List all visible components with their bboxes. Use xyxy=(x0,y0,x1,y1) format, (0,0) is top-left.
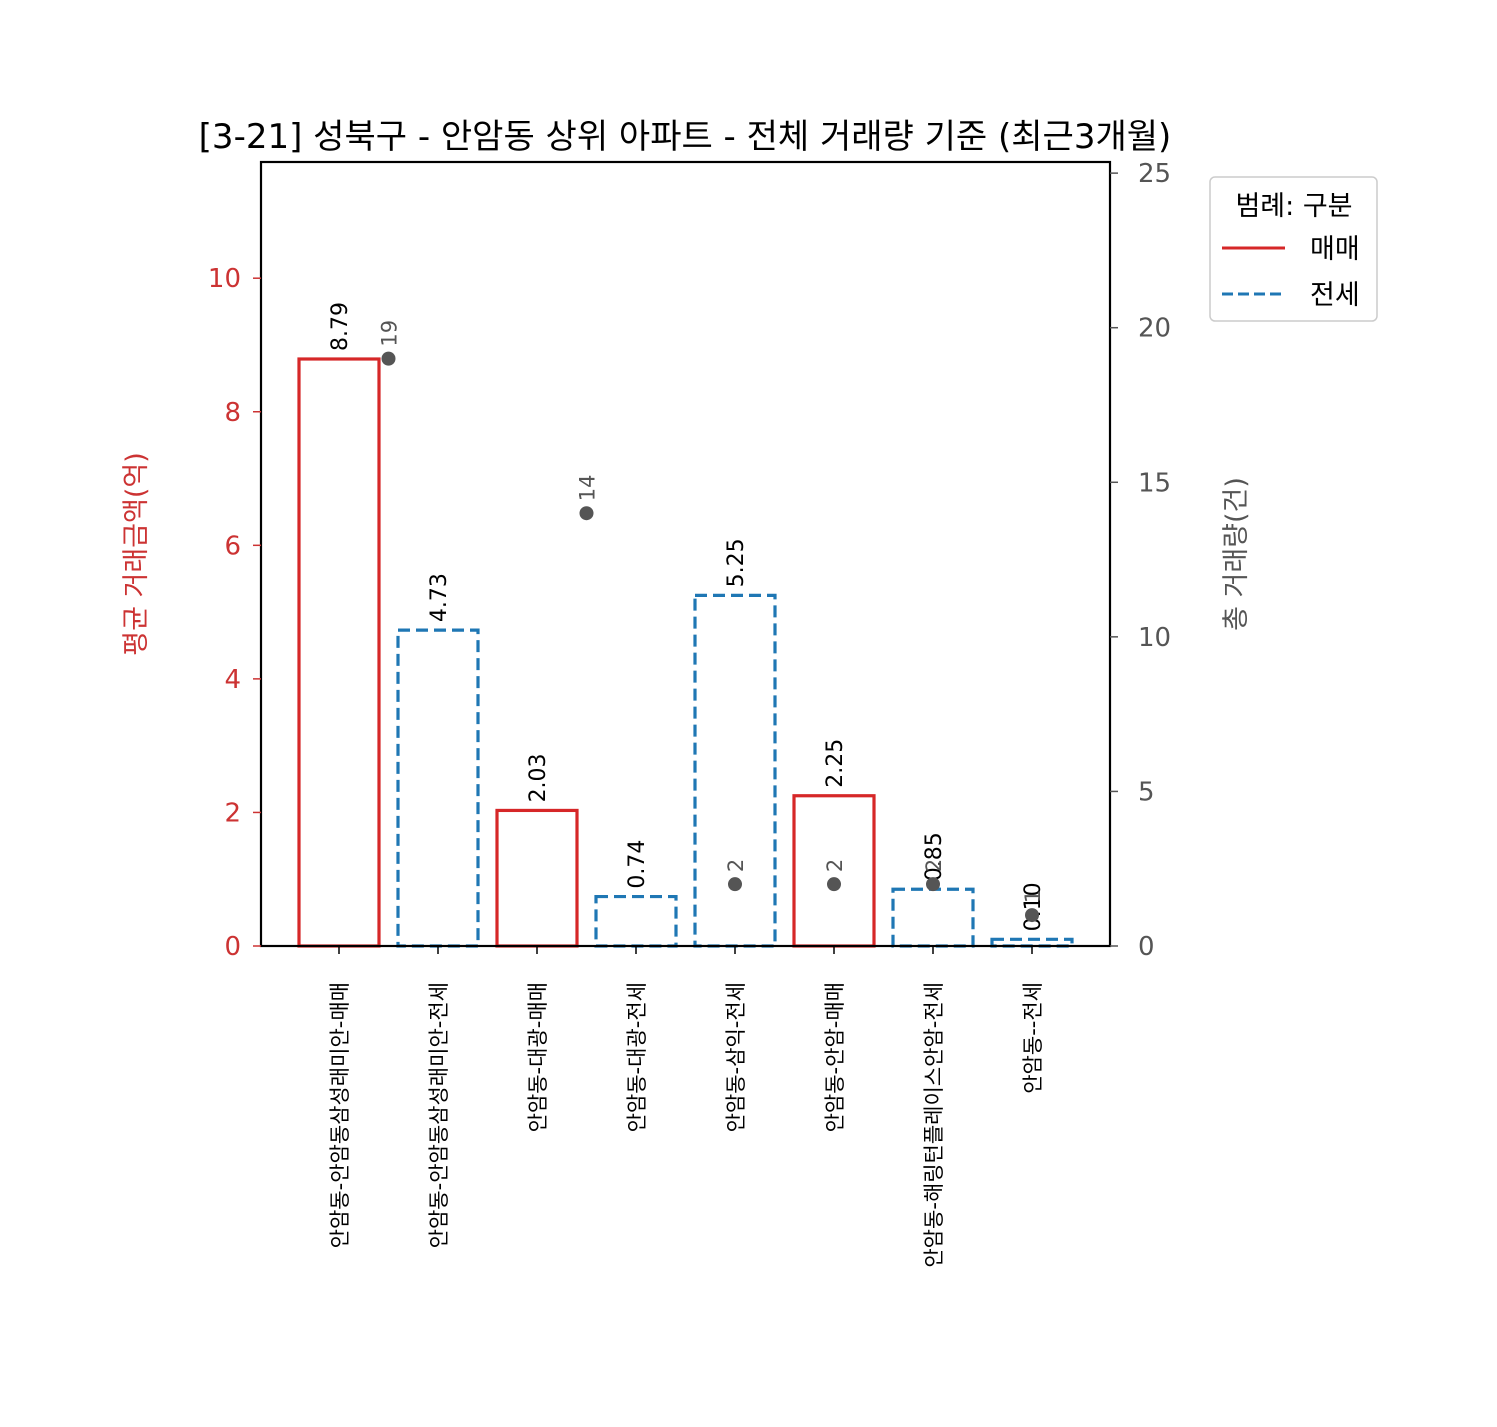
right-axis: 0 5 10 15 20 25 xyxy=(1110,159,1171,962)
left-tick-label: 2 xyxy=(224,798,241,828)
volume-dot xyxy=(1025,908,1039,923)
volume-label: 2 xyxy=(823,859,847,872)
dots-group: 19 14 2 2 2 1 xyxy=(378,320,1045,923)
x-tick-label: 안암동-삼익-전세 xyxy=(724,982,748,1132)
volume-label: 19 xyxy=(378,320,402,347)
legend-box xyxy=(1209,176,1378,322)
x-tick-label: 안암동-대광-매매 xyxy=(526,982,550,1132)
volume-label: 1 xyxy=(1021,890,1045,903)
chart-title: [3-21] 성북구 - 안암동 상위 아파트 - 전체 거래량 기준 (최근3… xyxy=(199,117,1172,157)
left-tick-label: 10 xyxy=(208,264,241,294)
legend: 범례: 구분 매매 전세 xyxy=(1209,176,1378,322)
x-axis: 안암동-안암동삼성래미안-매매 안암동-안암동삼성래미안-전세 안암동-대광-매매 안… xyxy=(328,946,1045,1268)
legend-title: 범례: 구분 xyxy=(1235,191,1352,222)
bar xyxy=(297,357,381,948)
x-tick-label: 안암동-안암동삼성래미안-매매 xyxy=(328,982,352,1248)
right-axis-label: 총 거래량(건) xyxy=(1221,477,1252,631)
right-tick-label: 20 xyxy=(1138,314,1171,344)
bar-value-label: 5.25 xyxy=(724,538,749,587)
bar-value-label: 0.85 xyxy=(922,832,947,881)
left-tick-label: 4 xyxy=(224,665,241,695)
volume-dot xyxy=(926,877,940,892)
x-tick-label: 안암동-안암-매매 xyxy=(823,982,847,1132)
legend-sale-label: 매매 xyxy=(1310,234,1360,265)
volume-dot xyxy=(381,351,396,366)
x-tick-label: 안암동-대광-전세 xyxy=(625,982,649,1132)
legend-jeonse-label: 전세 xyxy=(1310,280,1360,311)
right-tick-label: 10 xyxy=(1138,623,1171,653)
right-tick-label: 0 xyxy=(1138,932,1155,962)
bar-value-label: 2.03 xyxy=(526,753,551,802)
volume-dot xyxy=(827,877,841,892)
x-tick-label: 안암동--전세 xyxy=(1021,982,1045,1094)
bar xyxy=(594,894,678,948)
x-tick-label: 안암동-안암동삼성래미안-전세 xyxy=(427,982,451,1248)
x-tick-label: 안암동-해링턴플레이스안암-전세 xyxy=(922,982,946,1268)
volume-label: 2 xyxy=(724,859,748,872)
volume-label: 14 xyxy=(576,474,600,501)
bar-value-label: 0.74 xyxy=(625,840,650,889)
left-tick-label: 0 xyxy=(224,932,241,962)
left-tick-label: 8 xyxy=(224,398,241,428)
left-axis: 0 2 4 6 8 10 xyxy=(208,264,261,962)
left-axis-label: 평균 거래금액(억) xyxy=(121,452,152,656)
bar xyxy=(495,808,579,948)
right-tick-label: 15 xyxy=(1138,468,1171,498)
bar xyxy=(891,887,975,948)
right-tick-label: 5 xyxy=(1138,777,1155,807)
right-tick-label: 25 xyxy=(1138,159,1171,189)
volume-dot xyxy=(579,506,594,521)
plot-frame xyxy=(259,160,1112,948)
bar xyxy=(396,628,480,948)
left-tick-label: 6 xyxy=(224,531,241,561)
bar-value-label: 2.25 xyxy=(823,739,848,788)
volume-dot xyxy=(728,877,742,892)
bar-value-label: 8.79 xyxy=(328,302,353,351)
volume-label: 2 xyxy=(922,859,946,872)
bars-group: 8.79 4.73 2.03 0.74 5.25 2.25 0.85 0.10 xyxy=(297,302,1074,948)
bar-value-label: 4.73 xyxy=(427,573,452,622)
bar-value-label: 0.10 xyxy=(1021,882,1046,931)
bar xyxy=(693,593,777,948)
